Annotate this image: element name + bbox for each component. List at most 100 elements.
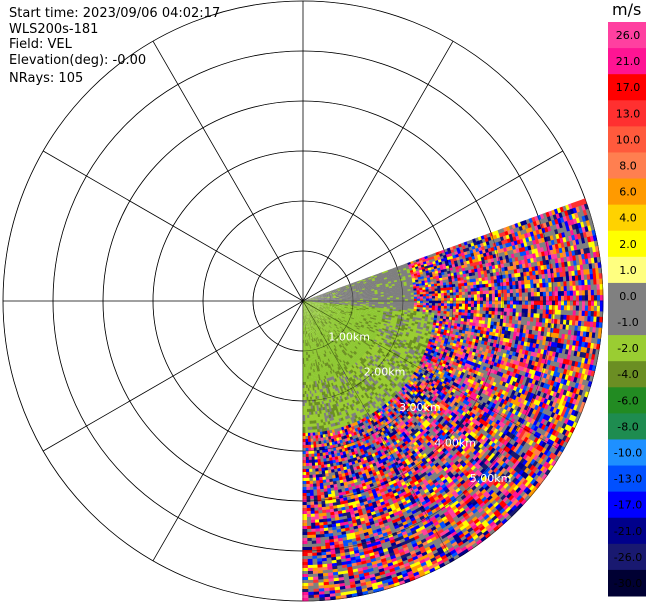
velocity-gate xyxy=(369,280,373,283)
velocity-gate xyxy=(341,299,346,301)
velocity-gate xyxy=(545,305,550,311)
velocity-gate xyxy=(513,265,518,271)
velocity-gate xyxy=(527,337,532,344)
velocity-gate xyxy=(322,293,327,295)
velocity-gate xyxy=(473,310,478,314)
velocity-gate xyxy=(443,287,447,291)
velocity-gate xyxy=(409,280,413,284)
velocity-gate xyxy=(466,315,471,320)
velocity-gate xyxy=(475,278,480,283)
velocity-gate xyxy=(331,289,335,292)
velocity-gate xyxy=(538,326,542,332)
velocity-gate xyxy=(329,297,334,299)
velocity-gate xyxy=(386,289,390,292)
velocity-gate xyxy=(445,276,449,281)
velocity-gate xyxy=(365,303,370,305)
velocity-gate xyxy=(505,319,510,324)
velocity-gate xyxy=(521,284,525,290)
velocity-gate xyxy=(464,285,468,290)
velocity-gate xyxy=(518,247,523,253)
velocity-gate xyxy=(559,319,564,326)
velocity-gate xyxy=(491,304,496,309)
velocity-gate xyxy=(334,289,338,292)
velocity-gate xyxy=(593,316,597,323)
velocity-gate xyxy=(317,295,321,297)
velocity-gate xyxy=(542,313,546,320)
velocity-gate xyxy=(493,275,498,281)
velocity-gate xyxy=(566,305,571,312)
velocity-gate xyxy=(556,253,561,259)
velocity-gate xyxy=(482,287,487,292)
velocity-gate xyxy=(445,316,450,320)
velocity-gate xyxy=(491,332,496,337)
velocity-gate xyxy=(368,297,373,299)
velocity-gate xyxy=(568,324,573,331)
velocity-gate xyxy=(380,305,385,308)
velocity-gate xyxy=(574,325,579,332)
velocity-gate xyxy=(311,297,315,299)
velocity-gate xyxy=(473,303,478,308)
velocity-gate xyxy=(532,321,537,327)
velocity-gate xyxy=(374,296,379,299)
velocity-gate xyxy=(535,270,539,276)
velocity-gate xyxy=(509,300,514,306)
velocity-gate xyxy=(484,248,490,254)
velocity-gate xyxy=(367,276,372,279)
velocity-gate xyxy=(496,256,501,262)
velocity-gate xyxy=(427,319,431,323)
velocity-gate xyxy=(429,276,434,280)
velocity-gate xyxy=(512,335,517,341)
velocity-gate xyxy=(536,300,541,306)
velocity-gate xyxy=(342,286,347,289)
velocity-gate xyxy=(552,332,557,339)
velocity-gate xyxy=(459,274,464,278)
velocity-gate xyxy=(589,326,594,334)
velocity-gate xyxy=(425,300,430,304)
velocity-gate xyxy=(492,268,497,274)
velocity-gate xyxy=(413,302,418,306)
velocity-gate xyxy=(323,293,327,296)
velocity-gate xyxy=(398,289,402,293)
velocity-gate xyxy=(575,310,580,317)
velocity-gate xyxy=(377,298,382,300)
velocity-gate xyxy=(562,205,568,213)
velocity-gate xyxy=(521,263,526,269)
velocity-gate xyxy=(463,279,468,284)
velocity-gate xyxy=(541,251,546,258)
velocity-gate xyxy=(593,279,597,286)
velocity-gate xyxy=(346,286,350,289)
velocity-gate xyxy=(568,344,573,351)
velocity-gate xyxy=(323,303,328,305)
velocity-gate xyxy=(392,307,397,310)
velocity-gate xyxy=(422,307,427,311)
velocity-gate xyxy=(308,298,312,300)
velocity-gate xyxy=(392,309,396,312)
velocity-gate xyxy=(555,248,560,255)
velocity-gate xyxy=(452,266,457,271)
velocity-gate xyxy=(568,275,573,282)
velocity-gate xyxy=(398,297,403,300)
velocity-gate xyxy=(469,249,474,255)
velocity-gate xyxy=(483,256,488,261)
velocity-gate xyxy=(484,276,489,282)
velocity-gate xyxy=(548,210,554,217)
velocity-gate xyxy=(377,304,382,307)
velocity-gate xyxy=(583,274,588,281)
velocity-gate xyxy=(419,311,423,315)
velocity-gate xyxy=(542,212,548,219)
velocity-gate xyxy=(512,281,516,286)
velocity-gate xyxy=(580,248,585,256)
velocity-gate xyxy=(459,258,464,264)
velocity-gate xyxy=(323,296,328,298)
velocity-gate xyxy=(410,310,414,314)
velocity-gate xyxy=(374,299,379,302)
velocity-gate xyxy=(495,268,500,273)
velocity-gate xyxy=(473,300,478,305)
velocity-gate xyxy=(509,285,513,290)
velocity-gate xyxy=(383,302,388,305)
velocity-gate xyxy=(386,310,390,313)
velocity-gate xyxy=(414,277,419,281)
velocity-gate xyxy=(554,281,558,288)
velocity-gate xyxy=(383,291,387,294)
velocity-gate xyxy=(422,302,427,306)
